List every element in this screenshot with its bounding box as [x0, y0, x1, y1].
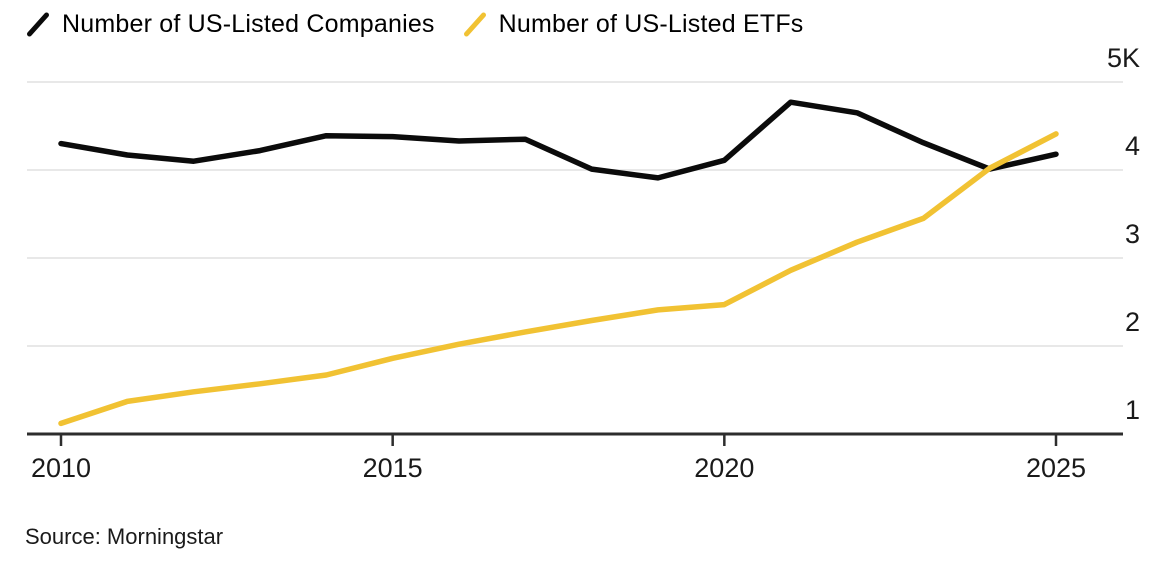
- x-tick-label-2020: 2020: [694, 453, 754, 483]
- series-line-companies: [58, 99, 1059, 181]
- legend-label-etfs: Number of US-Listed ETFs: [498, 10, 804, 38]
- y-tick-label-1: 1: [1125, 395, 1140, 425]
- x-tick-label-2010: 2010: [31, 453, 91, 483]
- legend-item-companies: Number of US-Listed Companies: [26, 10, 435, 39]
- plot-area: 2010 2015 2020 2025 5K 4 3 2 1: [27, 43, 1140, 483]
- y-tick-label-5K: 5K: [1107, 43, 1140, 73]
- source-note: Source: Morningstar: [25, 524, 224, 549]
- series-line-etfs: [58, 131, 1059, 427]
- y-tick-label-4: 4: [1125, 131, 1140, 161]
- companies-line-marker-icon: [27, 12, 49, 37]
- etfs-line-marker-icon: [463, 12, 486, 37]
- companies-line-marker-stroke: [27, 12, 49, 37]
- legend: Number of US-Listed Companies Number of …: [26, 10, 804, 39]
- y-tick-label-3: 3: [1125, 219, 1140, 249]
- y-tick-label-2: 2: [1125, 307, 1140, 337]
- x-tick-label-2015: 2015: [363, 453, 423, 483]
- etfs-line-marker-stroke: [463, 12, 486, 37]
- legend-label-companies: Number of US-Listed Companies: [62, 10, 435, 38]
- legend-item-etfs: Number of US-Listed ETFs: [463, 10, 804, 39]
- x-tick-label-2025: 2025: [1026, 453, 1086, 483]
